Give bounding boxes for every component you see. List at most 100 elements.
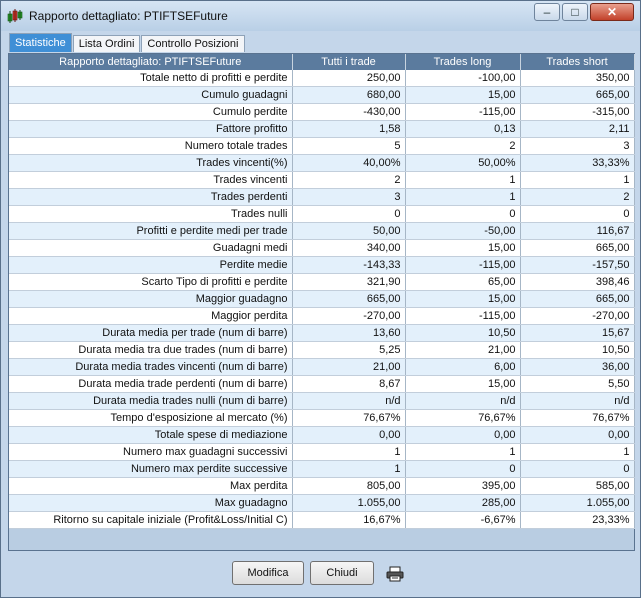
value-cell: -270,00 <box>292 307 406 325</box>
value-cell: 3 <box>292 188 406 206</box>
close-window-button[interactable]: ✕ <box>590 3 634 21</box>
row-label-cell: Max guadagno <box>9 494 293 512</box>
row-label-cell: Durata media tra due trades (num di barr… <box>9 341 293 359</box>
table-row[interactable]: Guadagni medi 340,00 15,00 665,00 <box>9 239 635 257</box>
row-label-cell: Numero totale trades <box>9 137 293 155</box>
table-row[interactable]: Totale netto di profitti e perdite 250,00… <box>9 70 635 87</box>
chart-candles-icon <box>7 9 23 23</box>
value-cell: 398,46 <box>520 273 635 291</box>
title-bar[interactable]: Rapporto dettagliato: PTIFTSEFuture – □ … <box>1 1 640 31</box>
row-label-cell: Durata media trades nulli (num di barre) <box>9 392 293 410</box>
minimize-icon: – <box>543 5 551 19</box>
value-cell: 21,00 <box>405 341 521 359</box>
value-cell: 665,00 <box>520 290 635 308</box>
table-row[interactable]: Fattore profitto 1,58 0,13 2,11 <box>9 120 635 138</box>
table-row[interactable]: Numero totale trades 5 2 3 <box>9 137 635 155</box>
row-label-cell: Trades vincenti <box>9 171 293 189</box>
table-row[interactable]: Durata media tra due trades (num di barr… <box>9 341 635 359</box>
table-row[interactable]: Maggior perdita -270,00 -115,00 -270,00 <box>9 307 635 325</box>
value-cell: 0 <box>405 460 521 478</box>
value-cell: 0 <box>292 205 406 223</box>
modifica-button[interactable]: Modifica <box>232 561 304 585</box>
table-row[interactable]: Trades vincenti(%) 40,00% 50,00% 33,33% <box>9 154 635 172</box>
table-row[interactable]: Ritorno su capitale iniziale (Profit&Los… <box>9 511 635 529</box>
table-row[interactable]: Max perdita 805,00 395,00 585,00 <box>9 477 635 495</box>
table-row[interactable]: Totale spese di mediazione 0,00 0,00 0,00 <box>9 426 635 444</box>
close-icon: ✕ <box>606 5 618 19</box>
table-row[interactable]: Durata media per trade (num di barre) 13,… <box>9 324 635 342</box>
value-cell: 5 <box>292 137 406 155</box>
row-label-cell: Trades perdenti <box>9 188 293 206</box>
value-cell: 805,00 <box>292 477 406 495</box>
tab-statistiche[interactable]: Statistiche <box>9 33 72 52</box>
tab-lista-ordini[interactable]: Lista Ordini <box>72 35 141 52</box>
value-cell: n/d <box>520 392 635 410</box>
value-cell: -430,00 <box>292 103 406 121</box>
value-cell: -115,00 <box>405 307 521 325</box>
value-cell: 665,00 <box>520 86 635 104</box>
row-label-cell: Numero max perdite successive <box>9 460 293 478</box>
table-row[interactable]: Trades nulli 0 0 0 <box>9 205 635 223</box>
chiudi-button[interactable]: Chiudi <box>310 561 374 585</box>
table-row[interactable]: Numero max perdite successive 1 0 0 <box>9 460 635 478</box>
value-cell: 2 <box>520 188 635 206</box>
value-cell: 2 <box>292 171 406 189</box>
value-cell: 250,00 <box>292 70 406 87</box>
value-cell: 10,50 <box>405 324 521 342</box>
minimize-button[interactable]: – <box>534 3 560 21</box>
value-cell: 340,00 <box>292 239 406 257</box>
row-label-cell: Durata media per trade (num di barre) <box>9 324 293 342</box>
table-row[interactable]: Tempo d'esposizione al mercato (%) 76,67%… <box>9 409 635 427</box>
value-cell: 0,00 <box>292 426 406 444</box>
row-label-cell: Durata media trades vincenti (num di bar… <box>9 358 293 376</box>
table-row[interactable]: Numero max guadagni successivi 1 1 1 <box>9 443 635 461</box>
value-cell: 0 <box>405 205 521 223</box>
table-row[interactable]: Durata media trades nulli (num di barre)… <box>9 392 635 410</box>
value-cell: 5,50 <box>520 375 635 393</box>
table-row[interactable]: Maggior guadagno 665,00 15,00 665,00 <box>9 290 635 308</box>
column-header[interactable]: Rapporto dettagliato: PTIFTSEFuture <box>9 54 293 70</box>
row-label-cell: Fattore profitto <box>9 120 293 138</box>
column-header[interactable]: Trades long <box>405 54 521 70</box>
row-label-cell: Cumulo perdite <box>9 103 293 121</box>
value-cell: 76,67% <box>405 409 521 427</box>
column-header[interactable]: Trades short <box>520 54 635 70</box>
table-body: Totale netto di profitti e perdite 250,00… <box>9 70 635 529</box>
row-label-cell: Trades nulli <box>9 205 293 223</box>
value-cell: 1.055,00 <box>520 494 635 512</box>
value-cell: 665,00 <box>520 239 635 257</box>
value-cell: 665,00 <box>292 290 406 308</box>
value-cell: 0 <box>520 205 635 223</box>
table-row[interactable]: Durata media trades vincenti (num di bar… <box>9 358 635 376</box>
table-row[interactable]: Trades vincenti 2 1 1 <box>9 171 635 189</box>
row-label-cell: Numero max guadagni successivi <box>9 443 293 461</box>
table-row[interactable]: Max guadagno 1.055,00 285,00 1.055,00 <box>9 494 635 512</box>
row-label-cell: Guadagni medi <box>9 239 293 257</box>
value-cell: 1 <box>292 443 406 461</box>
table-row[interactable]: Cumulo perdite -430,00 -115,00 -315,00 <box>9 103 635 121</box>
value-cell: -315,00 <box>520 103 635 121</box>
table-row[interactable]: Scarto Tipo di profitti e perdite 321,90 6… <box>9 273 635 291</box>
table-row[interactable]: Trades perdenti 3 1 2 <box>9 188 635 206</box>
value-cell: 21,00 <box>292 358 406 376</box>
value-cell: 15,00 <box>405 290 521 308</box>
value-cell: n/d <box>292 392 406 410</box>
table-row[interactable]: Cumulo guadagni 680,00 15,00 665,00 <box>9 86 635 104</box>
value-cell: -115,00 <box>405 256 521 274</box>
row-label-cell: Ritorno su capitale iniziale (Profit&Los… <box>9 511 293 529</box>
tab-controllo-posizioni[interactable]: Controllo Posizioni <box>141 35 245 52</box>
table-row[interactable]: Durata media trade perdenti (num di barr… <box>9 375 635 393</box>
row-label-cell: Max perdita <box>9 477 293 495</box>
button-bar: Modifica Chiudi <box>1 553 640 597</box>
value-cell: -270,00 <box>520 307 635 325</box>
printer-icon[interactable] <box>386 566 404 582</box>
value-cell: 2,11 <box>520 120 635 138</box>
row-label-cell: Profitti e perdite medi per trade <box>9 222 293 240</box>
table-row[interactable]: Profitti e perdite medi per trade 50,00 -5… <box>9 222 635 240</box>
table-row[interactable]: Perdite medie -143,33 -115,00 -157,50 <box>9 256 635 274</box>
maximize-button[interactable]: □ <box>562 3 588 21</box>
value-cell: 65,00 <box>405 273 521 291</box>
value-cell: -6,67% <box>405 511 521 529</box>
row-label-cell: Durata media trade perdenti (num di barr… <box>9 375 293 393</box>
column-header[interactable]: Tutti i trade <box>292 54 406 70</box>
